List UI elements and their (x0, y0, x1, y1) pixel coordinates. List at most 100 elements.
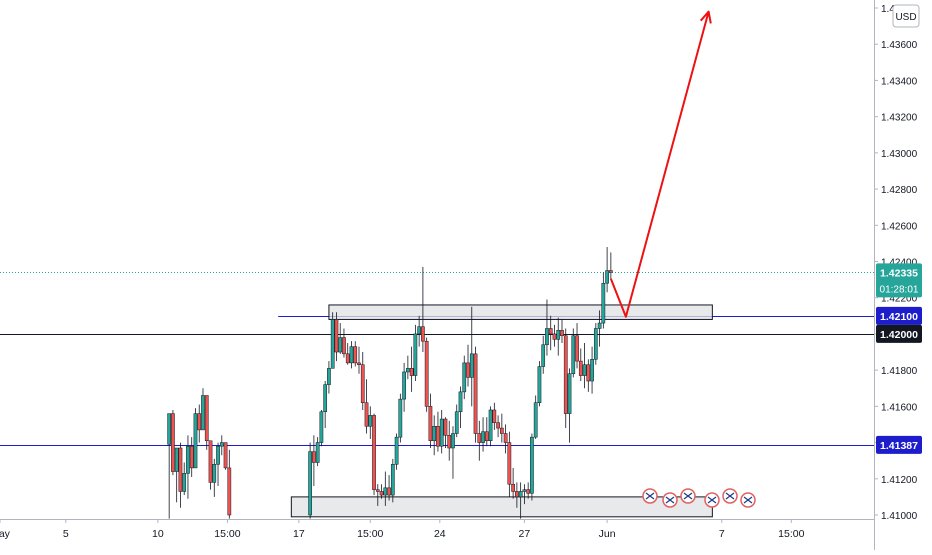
candle[interactable] (545, 299, 549, 356)
candle[interactable] (469, 306, 474, 407)
candle[interactable] (473, 346, 478, 443)
candle[interactable] (368, 406, 373, 439)
candle[interactable] (364, 379, 369, 434)
price-label-2[interactable]: 1.41387 (876, 435, 922, 454)
price-label-0[interactable]: 1.42100 (876, 306, 922, 325)
candle[interactable] (219, 435, 224, 456)
candle[interactable] (484, 417, 489, 447)
candle[interactable] (541, 335, 546, 374)
candle[interactable] (526, 482, 531, 499)
candle[interactable] (349, 341, 354, 369)
candle[interactable] (590, 346, 594, 394)
candle[interactable] (518, 482, 523, 519)
candle[interactable] (398, 393, 403, 443)
candle[interactable] (330, 312, 335, 369)
candle[interactable] (171, 409, 175, 476)
candle[interactable] (312, 435, 316, 487)
candle[interactable] (454, 404, 459, 438)
y-axis[interactable]: 1.438001.436001.434001.432001.430001.428… (874, 4, 918, 522)
x-axis[interactable]: May 5 10 15:00 17 15:00 24 27 Jun 7 15:00 (0, 519, 805, 540)
candle[interactable] (477, 420, 482, 461)
candle[interactable] (178, 442, 183, 508)
candle[interactable] (571, 328, 576, 378)
candle[interactable] (462, 355, 467, 400)
candle[interactable] (428, 393, 433, 449)
candle[interactable] (424, 337, 429, 412)
flag-event-icon[interactable] (642, 488, 658, 504)
price-label-1[interactable]: 1.42000 (876, 324, 922, 343)
candle[interactable] (357, 346, 361, 374)
candle[interactable] (586, 359, 591, 392)
candle[interactable] (308, 442, 312, 519)
candle[interactable] (227, 449, 232, 519)
candle[interactable] (390, 458, 395, 503)
candle[interactable] (360, 352, 365, 410)
candle[interactable] (216, 442, 220, 487)
candle[interactable] (556, 317, 561, 356)
candle[interactable] (379, 484, 384, 499)
candle[interactable] (458, 386, 463, 429)
flag-event-icon[interactable] (662, 492, 678, 508)
candle[interactable] (327, 361, 331, 394)
candle[interactable] (345, 342, 350, 365)
candle[interactable] (443, 417, 448, 449)
candle[interactable] (511, 467, 515, 499)
candle[interactable] (174, 447, 179, 503)
candle[interactable] (560, 319, 564, 343)
candle[interactable] (593, 323, 598, 365)
candle[interactable] (582, 342, 587, 389)
candle[interactable] (439, 409, 444, 454)
candle[interactable] (466, 344, 470, 387)
candle[interactable] (578, 348, 583, 382)
candle[interactable] (563, 328, 568, 429)
candle[interactable] (186, 435, 190, 499)
candle[interactable] (609, 252, 613, 280)
candle[interactable] (503, 424, 508, 454)
candle[interactable] (436, 411, 440, 452)
candle[interactable] (334, 312, 339, 362)
candle[interactable] (223, 442, 228, 470)
candle[interactable] (375, 484, 380, 506)
candle[interactable] (383, 471, 388, 506)
candle[interactable] (197, 404, 202, 443)
candle[interactable] (548, 315, 553, 351)
flag-event-icon[interactable] (704, 492, 720, 508)
candle[interactable] (409, 346, 414, 392)
candle[interactable] (394, 433, 399, 470)
candle[interactable] (601, 272, 606, 329)
candle[interactable] (387, 475, 391, 501)
candle[interactable] (342, 328, 346, 358)
candle[interactable] (319, 409, 324, 447)
candle[interactable] (212, 458, 217, 497)
candle[interactable] (530, 433, 534, 501)
candle[interactable] (432, 415, 437, 456)
candle[interactable] (353, 341, 358, 367)
candle[interactable] (575, 323, 579, 369)
candle[interactable] (451, 426, 455, 479)
candle[interactable] (515, 482, 519, 508)
candle[interactable] (597, 310, 602, 347)
candle[interactable] (189, 437, 194, 477)
candle[interactable] (402, 362, 406, 412)
candle[interactable] (421, 266, 425, 353)
candle[interactable] (372, 413, 376, 496)
flag-event-icon[interactable] (740, 492, 756, 508)
candle[interactable] (315, 437, 320, 467)
candle[interactable] (167, 413, 172, 519)
flag-event-icon[interactable] (680, 488, 696, 504)
candle[interactable] (488, 406, 493, 447)
candle[interactable] (182, 462, 187, 496)
candle[interactable] (417, 315, 421, 347)
candle[interactable] (323, 381, 328, 429)
candle[interactable] (507, 431, 512, 497)
candle[interactable] (406, 355, 410, 380)
projection-arrow[interactable] (609, 11, 710, 318)
candle[interactable] (552, 324, 557, 347)
current-price-label[interactable]: 1.42335 01:28:01 (876, 263, 922, 298)
candle[interactable] (567, 368, 572, 443)
candle[interactable] (338, 323, 343, 354)
candle[interactable] (204, 395, 209, 450)
candle[interactable] (496, 415, 500, 438)
candle[interactable] (537, 361, 542, 407)
